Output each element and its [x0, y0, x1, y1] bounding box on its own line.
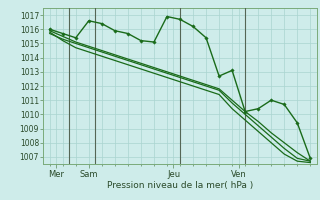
X-axis label: Pression niveau de la mer( hPa ): Pression niveau de la mer( hPa )	[107, 181, 253, 190]
